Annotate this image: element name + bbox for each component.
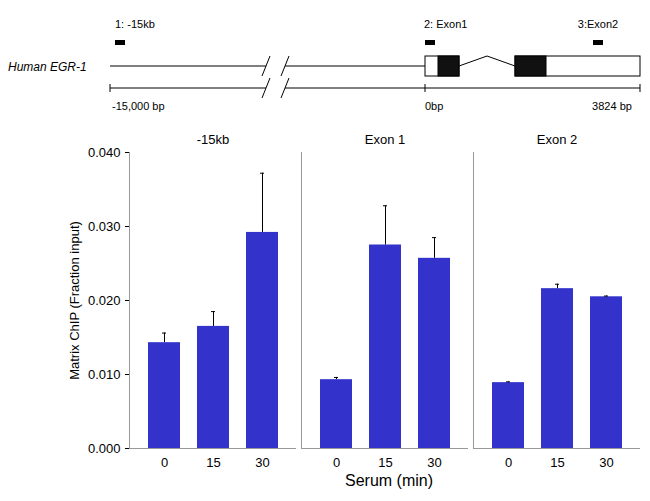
svg-text:30: 30 <box>599 455 613 470</box>
svg-text:Human EGR-1: Human EGR-1 <box>8 60 87 74</box>
svg-text:Exon 1: Exon 1 <box>365 132 405 147</box>
svg-text:0.000: 0.000 <box>88 441 121 456</box>
svg-text:0.020: 0.020 <box>88 293 121 308</box>
svg-text:3:Exon2: 3:Exon2 <box>578 18 618 30</box>
html-text:Serum (min): Serum (min) <box>345 472 433 489</box>
svg-text:15: 15 <box>378 455 392 470</box>
svg-text:0bp: 0bp <box>425 100 443 112</box>
svg-text:30: 30 <box>427 455 441 470</box>
svg-text:0: 0 <box>333 455 340 470</box>
svg-text:0: 0 <box>161 455 168 470</box>
svg-text:30: 30 <box>255 455 269 470</box>
svg-text:-15kb: -15kb <box>197 132 230 147</box>
svg-text:0: 0 <box>505 455 512 470</box>
svg-text:1: -15kb: 1: -15kb <box>115 18 155 30</box>
svg-text:2: Exon1: 2: Exon1 <box>424 18 467 30</box>
svg-text:15: 15 <box>550 455 564 470</box>
svg-text:0.010: 0.010 <box>88 367 121 382</box>
svg-text:0.040: 0.040 <box>88 145 121 160</box>
svg-text:0.030: 0.030 <box>88 219 121 234</box>
svg-text:Matrix ChIP (Fraction input): Matrix ChIP (Fraction input) <box>67 221 82 380</box>
svg-text:Exon 2: Exon 2 <box>537 132 577 147</box>
svg-text:-15,000 bp: -15,000 bp <box>112 100 165 112</box>
svg-text:15: 15 <box>206 455 220 470</box>
svg-text:3824 bp: 3824 bp <box>592 100 632 112</box>
